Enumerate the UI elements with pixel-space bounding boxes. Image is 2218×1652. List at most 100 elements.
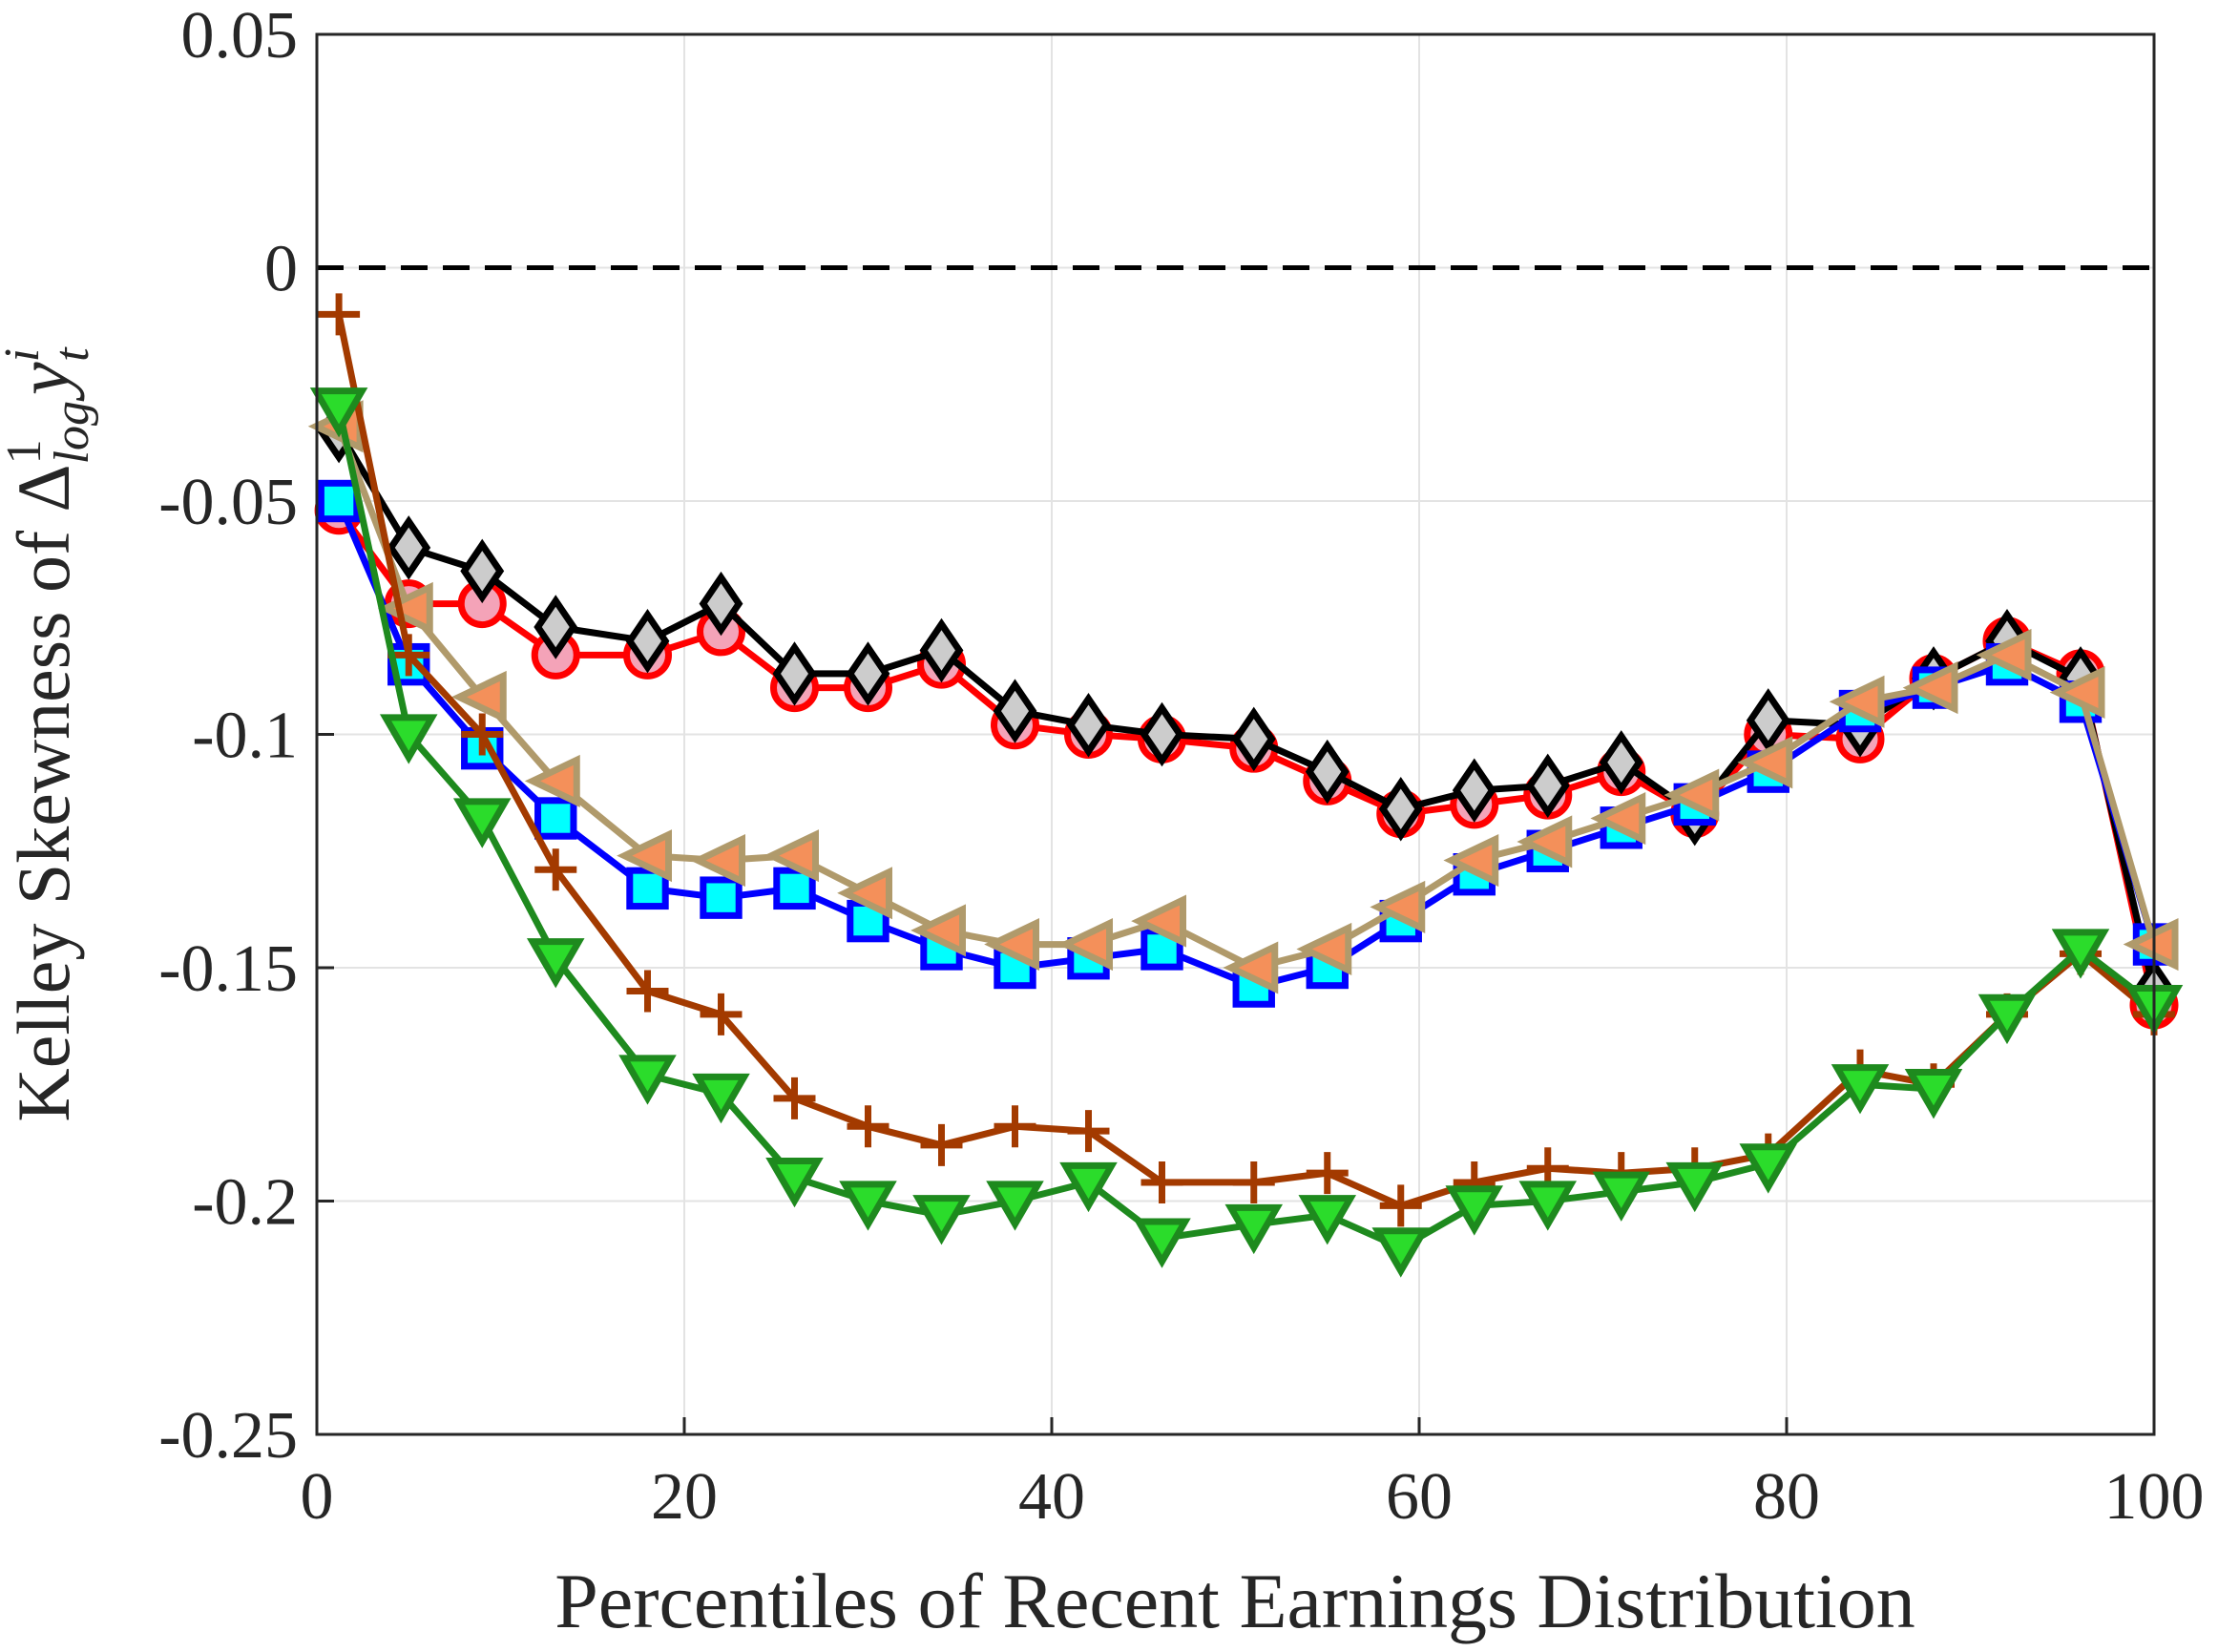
down-triangles-marker	[1224, 1203, 1284, 1255]
plus-marker	[461, 713, 504, 756]
down-triangles-marker	[1059, 1161, 1118, 1213]
y-tick-label: -0.25	[158, 1399, 298, 1473]
down-triangles-marker	[765, 1157, 824, 1208]
plus-marker	[1306, 1152, 1349, 1195]
diamonds-marker	[460, 538, 505, 604]
plot-frame	[315, 32, 2156, 1436]
down-triangles-marker	[1518, 1181, 1578, 1231]
left-triangles-marker	[1976, 628, 2032, 681]
diamonds-marker	[1066, 692, 1111, 758]
x-tick-label: 20	[651, 1460, 718, 1534]
plus-marker	[920, 1123, 963, 1166]
left-triangles-marker	[1737, 736, 1793, 789]
diamonds-marker	[1231, 706, 1276, 772]
squares-marker	[317, 479, 361, 523]
series-diamonds	[317, 398, 2176, 1024]
down-triangles-marker	[986, 1181, 1044, 1231]
y-axis-label-symbol: Δ	[2, 464, 85, 512]
down-triangles-marker	[1904, 1069, 1963, 1119]
x-axis-label: Percentiles of Recent Earnings Distribut…	[554, 1558, 1915, 1644]
down-triangles-marker	[692, 1073, 750, 1124]
left-triangles-marker	[1517, 815, 1573, 868]
down-triangles-marker	[912, 1195, 971, 1245]
left-triangles-marker	[1443, 833, 1499, 888]
left-triangles-marker	[910, 904, 966, 957]
left-triangles-marker	[1590, 791, 1646, 846]
left-triangles-marker	[1223, 941, 1279, 994]
down-triangles-marker	[1739, 1143, 1798, 1194]
left-triangles-marker	[1829, 675, 1885, 728]
y-tick-label: 0.05	[181, 0, 299, 73]
down-triangles-marker	[1371, 1227, 1431, 1278]
diamonds-marker	[1746, 688, 1790, 753]
squares-marker	[626, 867, 669, 910]
plus-marker	[994, 1105, 1036, 1148]
diamonds-marker	[772, 641, 817, 706]
y-axis-label-sub: log	[45, 401, 99, 464]
down-triangles-marker	[379, 714, 438, 764]
left-triangles-marker	[1370, 880, 1426, 933]
diamonds-marker	[919, 617, 964, 683]
left-triangles-marker	[617, 829, 672, 883]
down-triangles-marker	[1133, 1218, 1191, 1268]
diamonds-marker	[1525, 753, 1570, 819]
y-axis-label-var-sup: i	[0, 348, 50, 362]
tick-labels: 0 20 40 60 80 100 0.05 0 -0.05 -0.1 -0.15 -0.2 -0.25	[158, 0, 2204, 1534]
squares-marker	[534, 797, 577, 840]
plus-marker	[534, 848, 577, 891]
plus-marker	[700, 993, 743, 1035]
y-axis-label-var: y	[2, 362, 85, 402]
left-triangles-marker	[1296, 922, 1352, 975]
down-triangles-marker	[1592, 1171, 1651, 1222]
y-axis-label: Kelley Skewness of Δ1logyit	[0, 346, 99, 1122]
series-group	[307, 293, 2184, 1278]
plus-marker	[1140, 1161, 1183, 1203]
diamonds-marker	[1305, 739, 1350, 805]
y-tick-label: -0.15	[158, 932, 298, 1006]
down-triangles-marker	[839, 1181, 897, 1231]
left-triangles-marker	[450, 670, 507, 723]
diamonds-marker	[387, 515, 431, 580]
left-triangles-marker	[984, 918, 1039, 972]
down-triangles-marker	[1298, 1195, 1357, 1245]
down-triangles-marker	[1665, 1161, 1725, 1213]
diamonds-marker	[993, 679, 1037, 743]
x-tick-label: 40	[1018, 1460, 1085, 1534]
left-triangles-marker	[1131, 894, 1186, 948]
left-triangles-marker	[837, 867, 892, 920]
x-tick-label: 80	[1753, 1460, 1820, 1534]
left-triangles-marker	[764, 829, 819, 883]
plus-marker	[318, 293, 361, 336]
plus-marker	[626, 970, 669, 1013]
down-triangles-marker	[526, 938, 585, 989]
down-triangles-marker	[1831, 1064, 1890, 1115]
plus-marker	[847, 1105, 889, 1148]
plus-marker	[773, 1077, 816, 1119]
diamonds-marker	[1599, 730, 1643, 795]
plus-marker	[1067, 1110, 1110, 1153]
left-triangles-marker	[1664, 768, 1720, 822]
left-triangles-marker	[524, 754, 580, 807]
diamonds-marker	[846, 641, 890, 706]
y-tick-label: -0.1	[192, 700, 298, 773]
series-down-triangles	[309, 387, 2184, 1278]
x-tick-label: 0	[301, 1460, 334, 1534]
down-triangles-marker	[618, 1055, 677, 1105]
diamonds-marker	[1378, 777, 1423, 842]
squares-marker	[773, 867, 816, 910]
down-triangles-marker	[452, 798, 512, 848]
plus-marker	[1232, 1161, 1275, 1203]
left-triangles-marker	[1057, 918, 1113, 972]
x-tick-label: 60	[1386, 1460, 1453, 1534]
diamonds-marker	[1140, 701, 1184, 767]
y-tick-label: 0	[264, 233, 298, 306]
y-tick-label: -0.05	[158, 466, 298, 539]
down-triangles-marker	[309, 387, 368, 438]
down-triangles-marker	[1977, 993, 2037, 1045]
y-axis-label-main: Kelley Skewness of	[2, 512, 85, 1122]
plus-marker	[1379, 1184, 1422, 1227]
x-tick-label: 100	[2104, 1460, 2205, 1534]
left-triangles-marker	[1902, 661, 1958, 715]
diamonds-marker	[534, 595, 578, 659]
left-triangles-marker	[690, 833, 745, 888]
